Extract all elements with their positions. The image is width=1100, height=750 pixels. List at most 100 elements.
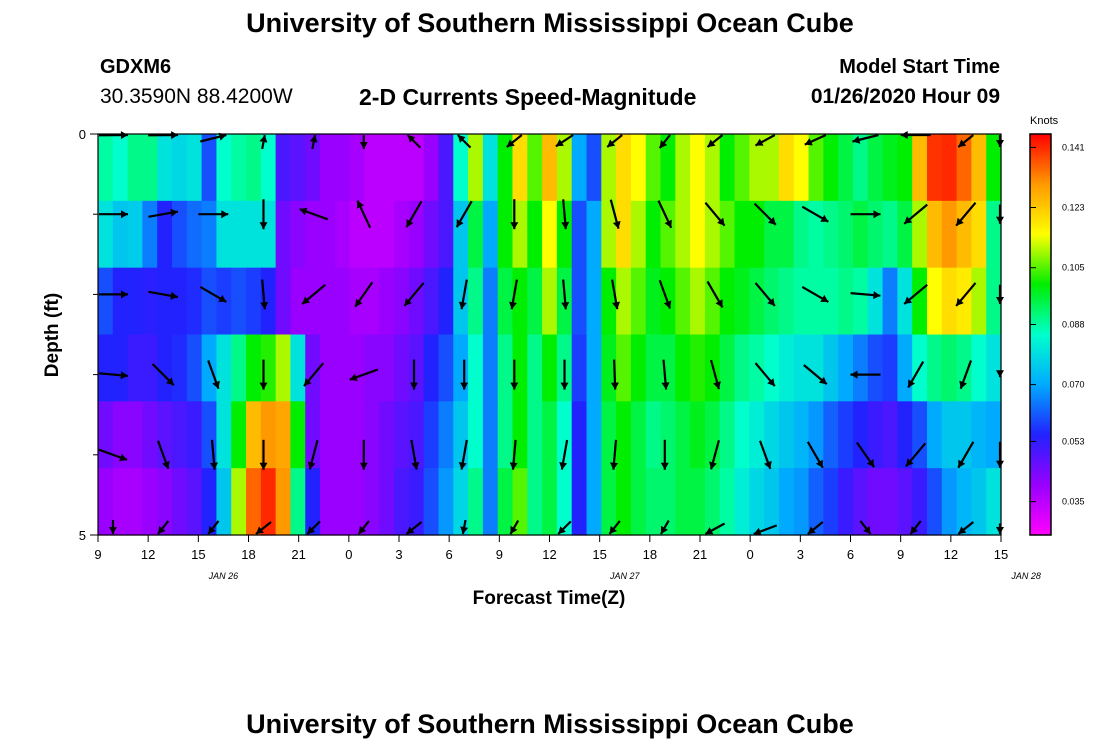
current-vector [996,370,1004,378]
x-tick-label: 0 [747,547,754,562]
heat-cell [882,267,898,336]
current-vector [561,279,570,310]
heat-cell [704,134,721,202]
heat-cell [231,200,247,269]
heat-cell [438,200,454,269]
vector-head [852,135,861,144]
heat-cell [941,334,958,402]
vector-head [609,526,617,534]
x-tick-label: 15 [592,547,606,562]
y-tick-label: 0 [79,127,86,142]
heat-cell [334,200,351,269]
current-vector [357,520,370,535]
vector-head [607,139,616,147]
heat-cell [616,200,632,269]
heat-cell [512,200,528,269]
vector-head [210,462,218,470]
heat-cell [764,200,780,269]
current-vector [609,199,621,229]
heat-cell [112,200,129,269]
heat-cell [246,267,262,336]
heat-cell [941,134,958,202]
current-vector [299,207,329,221]
vector-head [804,138,813,146]
heat-cell [645,134,662,202]
heat-cell [512,401,528,469]
y-axis-label: Depth (ft) [42,293,63,377]
heat-cell [497,200,514,269]
heat-cell [379,468,395,536]
heat-cell [542,468,558,536]
heat-cell [586,200,602,269]
heat-cell [423,334,440,402]
heat-cell [542,401,558,469]
heat-cell [852,200,869,269]
heat-cell [394,200,410,269]
heat-cell [690,134,706,202]
vector-head [958,459,966,468]
heat-cell [201,468,218,536]
heat-cell [127,267,144,336]
heat-cell [778,334,795,402]
x-tick-label: 9 [897,547,904,562]
current-vector [807,521,824,535]
current-vector [850,210,881,219]
heat-cell [275,401,292,469]
heat-cell [408,401,425,469]
vector-head [256,526,264,534]
x-tick-label: 15 [994,547,1008,562]
vector-head [753,527,762,536]
heat-cell [897,334,913,402]
heat-cell [468,334,484,402]
current-vectors [98,131,1004,536]
vector-head [663,300,672,309]
heat-cell [734,468,750,536]
vector-head [404,298,412,306]
vector-head [717,217,725,226]
heat-cell [112,134,129,202]
heat-cell [852,401,869,469]
vector-head [610,462,618,470]
current-vector [557,520,572,535]
vector-head [904,216,913,224]
heat-cell [719,401,736,469]
vector-head [406,219,414,228]
current-vector [309,134,318,150]
heat-cell [290,134,306,202]
heat-cell [660,468,676,536]
current-vector [455,200,473,228]
vector-head [873,291,881,300]
heat-cell [482,468,499,536]
heat-cell [127,334,144,402]
heat-cell [112,334,129,402]
vector-head [767,298,775,306]
heat-cell [778,401,795,469]
plot-title: 2-D Currents Speed-Magnitude [359,84,697,110]
vector-head [873,210,881,219]
heat-cell [630,468,647,536]
heat-cell [349,401,366,469]
heat-cell [364,134,380,202]
heat-cell [186,334,203,402]
heat-cell [172,267,188,336]
model-start-value: 01/26/2020 Hour 09 [810,85,1000,108]
heat-cell [926,134,943,202]
heat-cell [793,267,810,336]
current-vector [996,441,1004,468]
heat-cell [527,267,543,336]
heat-cell [275,200,292,269]
heat-cell [334,267,351,336]
colorbar: Knots 0.141 0.123 0.105 0.088 0.070 0.053 0.03… [1029,115,1085,536]
heat-cell [838,468,854,536]
current-vector [900,131,931,139]
current-vector [657,200,673,229]
vector-head [715,299,723,308]
current-vector [903,203,928,225]
heat-cell [482,200,499,269]
heat-cell [394,334,410,402]
heat-cell [172,468,188,536]
current-vector [661,359,670,390]
heat-cell [912,200,928,269]
vector-head [996,460,1004,468]
vector-head [561,221,570,230]
